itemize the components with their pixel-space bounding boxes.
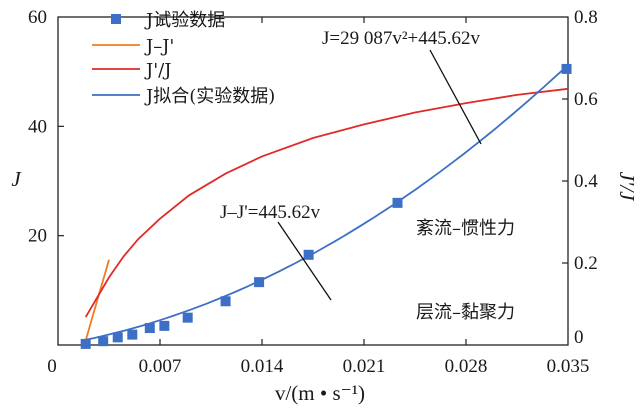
x-axis-title: v/(m • s⁻¹) — [275, 381, 365, 405]
x-tick-label: 0 — [47, 356, 57, 377]
series-line-fit — [85, 64, 569, 341]
ticks-layer: 0 0.007 0.014 0.021 0.028 0.035 20 40 60 0 0.2 0.4 0… — [11, 7, 639, 405]
plot-area — [57, 16, 569, 346]
y-left-tick-label: 40 — [28, 116, 47, 137]
legend-label: J试验数据 — [144, 10, 225, 31]
data-point — [254, 277, 265, 288]
x-tick-label: 0.007 — [139, 356, 182, 377]
data-point — [303, 249, 314, 260]
y-right-tick-label: 0.4 — [574, 171, 598, 192]
x-tick-label: 0.014 — [241, 356, 284, 377]
data-point — [159, 320, 170, 331]
data-point — [392, 197, 403, 208]
series-line-ratio — [84, 87, 569, 318]
data-point — [561, 63, 572, 74]
annotation-linear-formula: J–J'=445.62v — [220, 202, 321, 223]
data-point — [144, 323, 155, 334]
y-right-tick-label: 0.8 — [574, 7, 598, 28]
legend: J试验数据 J–J' J'/J J拟合(实验数据) — [92, 10, 275, 107]
annotation-region-turbulent: 紊流–惯性力 — [416, 218, 515, 239]
y-right-axis-title: J'/J — [615, 172, 639, 203]
legend-label: J拟合(实验数据) — [144, 86, 275, 107]
x-tick-label: 0.021 — [343, 356, 386, 377]
y-right-tick-label: 0.6 — [574, 89, 598, 110]
legend-swatch-square — [111, 14, 121, 24]
data-point — [80, 338, 91, 349]
x-tick-label: 0.028 — [445, 356, 488, 377]
x-tick-label: 0.035 — [547, 356, 590, 377]
series-line-difference — [84, 259, 110, 341]
y-right-tick-label: 0.2 — [574, 253, 598, 274]
data-point — [127, 329, 138, 340]
annotation-leader-line — [429, 49, 482, 145]
y-right-tick-label: 0 — [574, 327, 584, 348]
annotation-fit-formula: J=29 087v²+445.62v — [322, 28, 481, 49]
data-point — [98, 336, 109, 347]
annotation-leader-line — [277, 221, 332, 301]
data-point — [182, 312, 193, 323]
annotations: J=29 087v²+445.62v J–J'=445.62v 紊流–惯性力层流–黏… — [220, 28, 515, 323]
y-left-axis-title: J — [11, 167, 22, 191]
plot-frame — [57, 16, 569, 346]
y-left-tick-label: 20 — [28, 226, 47, 247]
legend-label: J–J' — [144, 36, 174, 57]
data-point — [220, 296, 231, 307]
annotation-region-laminar: 层流–黏聚力 — [416, 302, 515, 323]
y-left-tick-label: 60 — [28, 7, 47, 28]
legend-label: J'/J — [144, 60, 171, 81]
data-point — [112, 332, 123, 343]
series-layer — [80, 63, 572, 349]
